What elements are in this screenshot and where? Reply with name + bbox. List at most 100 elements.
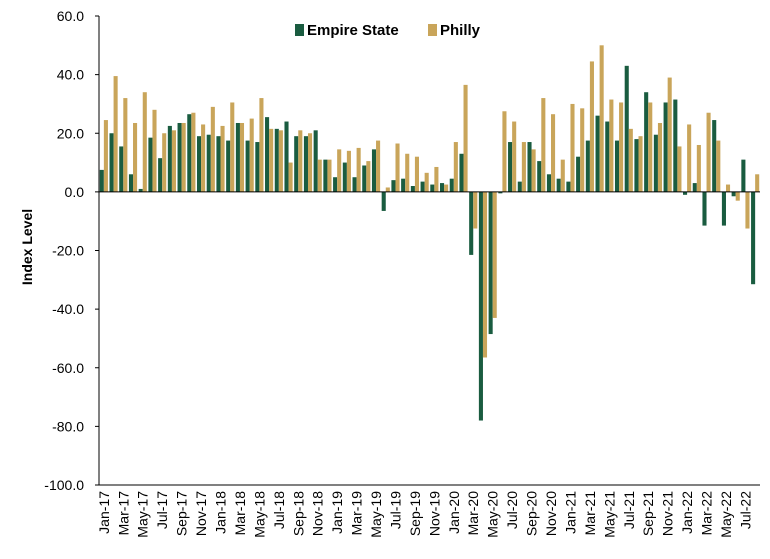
bar-philly-0 [103, 120, 108, 192]
x-tick-label-1: Mar-17 [115, 491, 131, 536]
x-tick-label-4: Sep-17 [174, 491, 190, 536]
x-tick-label-13: Mar-19 [349, 491, 365, 536]
x-tick-label-3: Jul-17 [154, 491, 170, 529]
bar-empire-state-59 [673, 99, 678, 192]
bar-empire-state-28 [371, 149, 377, 192]
chart-axes [98, 16, 760, 486]
bar-philly-40 [492, 191, 497, 318]
bar-philly-23 [327, 159, 332, 192]
bar-philly-3 [133, 122, 138, 192]
bar-empire-state-54 [624, 65, 629, 192]
bar-empire-state-46 [546, 174, 551, 192]
bar-philly-57 [657, 122, 663, 192]
bar-philly-25 [346, 150, 351, 192]
x-tick-label-22: Sep-20 [524, 491, 540, 536]
bar-philly-10 [201, 124, 206, 192]
bar-philly-54 [628, 128, 633, 192]
bar-empire-state-47 [556, 178, 561, 192]
bar-philly-21 [307, 133, 313, 192]
y-tick-label-6: -60.0 [52, 360, 84, 376]
bar-empire-state-56 [644, 92, 649, 192]
x-tick-label-31: Mar-22 [699, 491, 715, 536]
legend-swatch-philly [428, 24, 437, 36]
bar-philly-7 [171, 130, 176, 192]
bar-empire-state-10 [196, 136, 202, 192]
bar-philly-20 [298, 130, 303, 192]
x-tick-label-18: Jan-20 [446, 491, 462, 534]
bar-empire-state-5 [148, 137, 153, 192]
x-tick-label-32: May-22 [718, 491, 734, 538]
bar-empire-state-31 [401, 178, 406, 192]
bar-empire-state-26 [352, 177, 357, 192]
bar-empire-state-51 [595, 115, 600, 192]
bar-empire-state-13 [226, 140, 231, 192]
bar-philly-27 [366, 161, 371, 192]
y-tick-label-1: 40.0 [57, 67, 84, 83]
x-tick-label-23: Nov-20 [543, 491, 559, 536]
bar-empire-state-35 [440, 183, 445, 192]
bar-empire-state-60 [683, 191, 688, 195]
x-tick-label-12: Jan-19 [329, 491, 345, 534]
bar-philly-11 [210, 106, 215, 192]
legend: Empire State Philly [295, 22, 481, 39]
bar-philly-19 [288, 162, 293, 192]
bar-philly-35 [444, 184, 449, 192]
y-tick-label-4: -20.0 [52, 243, 84, 259]
bar-philly-8 [181, 122, 186, 192]
y-tick-label-3: 0.0 [65, 184, 85, 200]
bar-empire-state-64 [721, 191, 726, 226]
bar-philly-31 [405, 153, 410, 192]
bar-empire-state-33 [420, 181, 425, 192]
y-axis-label: Index Level [19, 209, 35, 285]
bar-philly-47 [560, 159, 565, 192]
bar-philly-55 [638, 136, 643, 192]
x-tick-label-9: Jul-18 [271, 491, 287, 529]
bar-empire-state-15 [245, 140, 250, 192]
x-tick-label-27: Jul-21 [621, 491, 637, 529]
bar-empire-state-20 [294, 136, 299, 192]
bar-empire-state-29 [381, 191, 386, 211]
bar-empire-state-43 [517, 181, 522, 192]
bar-empire-state-9 [187, 114, 192, 192]
bar-empire-state-7 [167, 125, 172, 192]
bar-empire-state-37 [459, 153, 464, 192]
bar-empire-state-12 [216, 136, 221, 192]
bar-empire-state-36 [449, 178, 454, 192]
x-tick-label-21: Jul-20 [504, 491, 520, 529]
bar-empire-state-63 [712, 120, 717, 192]
bar-philly-29 [385, 187, 390, 192]
bar-empire-state-17 [265, 117, 270, 192]
x-tick-labels: Jan-17 Mar-17 May-17 Jul-17 Sep-17 Nov-17 Jan-… [96, 491, 754, 538]
bar-empire-state-25 [342, 162, 347, 192]
x-tick-label-2: May-17 [135, 491, 151, 538]
x-tick-label-14: May-19 [368, 491, 384, 538]
bar-empire-state-57 [653, 134, 658, 192]
bar-philly-13 [230, 102, 235, 192]
x-tick-label-8: May-18 [251, 491, 267, 538]
bar-philly-41 [502, 111, 507, 192]
x-tick-label-5: Nov-17 [193, 491, 209, 536]
x-tick-label-30: Jan-22 [679, 491, 695, 534]
legend-swatch-empire-state [295, 24, 304, 36]
x-tick-label-24: Jan-21 [562, 491, 578, 534]
bar-empire-state-8 [177, 122, 182, 192]
bar-empire-state-40 [488, 191, 493, 335]
bar-philly-61 [696, 144, 701, 192]
legend-label-philly: Philly [440, 22, 481, 39]
bar-philly-53 [619, 102, 624, 192]
bar-philly-15 [249, 118, 254, 192]
bar-empire-state-58 [663, 102, 668, 192]
x-tick-label-15: Jul-19 [387, 491, 403, 529]
bar-empire-state-48 [566, 181, 571, 192]
series-empire-state-bars [99, 65, 756, 421]
x-tick-label-16: Sep-19 [407, 491, 423, 536]
bar-empire-state-23 [323, 159, 328, 192]
bar-empire-state-62 [702, 191, 707, 226]
bar-philly-6 [162, 133, 167, 192]
bar-philly-39 [482, 191, 488, 358]
bar-empire-state-32 [410, 186, 415, 192]
bar-empire-state-24 [333, 177, 338, 192]
bar-empire-state-27 [362, 165, 367, 192]
x-tick-label-26: May-21 [601, 491, 617, 538]
bar-empire-state-52 [605, 121, 610, 192]
